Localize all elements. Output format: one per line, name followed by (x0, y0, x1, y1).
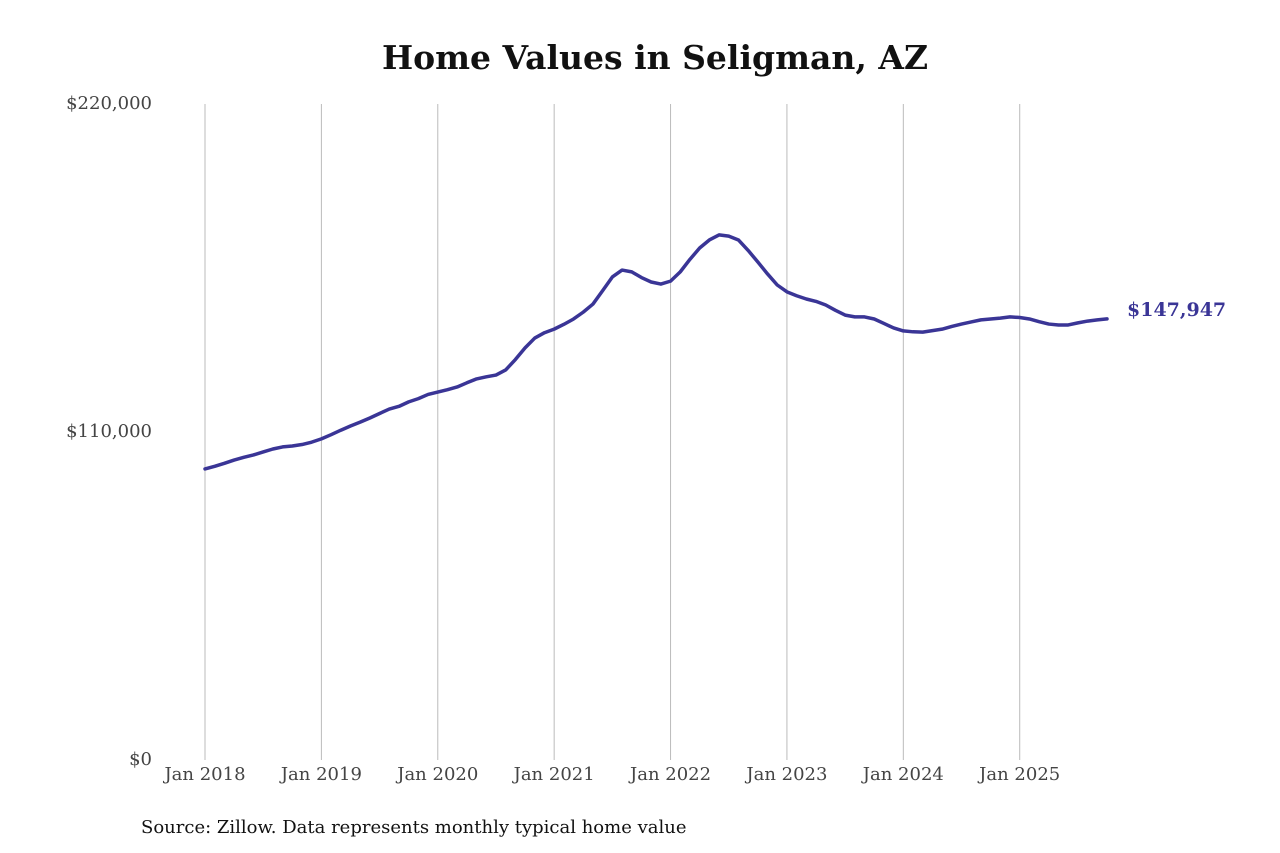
y-tick-label: $110,000 (66, 421, 152, 442)
x-tick-label: Jan 2024 (861, 764, 944, 785)
x-tick-label: Jan 2023 (744, 764, 827, 785)
chart-title: Home Values in Seligman, AZ (382, 38, 928, 77)
x-tick-label: Jan 2019 (279, 764, 362, 785)
end-value-label: $147,947 (1127, 299, 1226, 321)
y-tick-label: $220,000 (66, 93, 152, 114)
y-tick-label: $0 (129, 749, 152, 770)
x-tick-label: Jan 2020 (395, 764, 478, 785)
x-tick-label: Jan 2021 (512, 764, 595, 785)
x-tick-label: Jan 2025 (977, 764, 1060, 785)
x-tick-label: Jan 2018 (162, 764, 245, 785)
data-line (203, 233, 1109, 471)
source-note: Source: Zillow. Data represents monthly … (141, 817, 687, 838)
x-tick-label: Jan 2022 (628, 764, 711, 785)
